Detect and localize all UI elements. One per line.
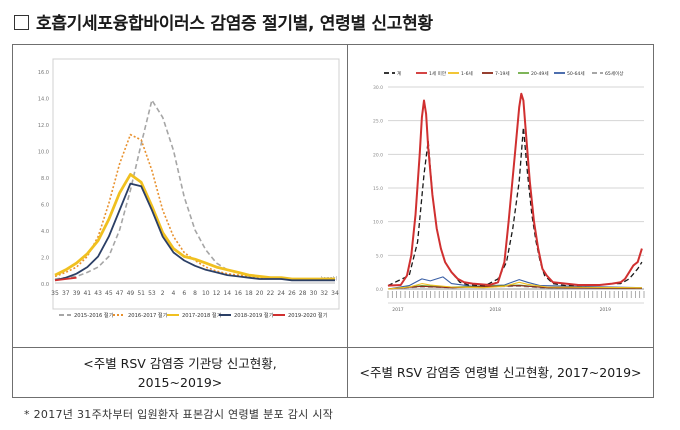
left-y-tick-label: 16.0	[38, 70, 49, 76]
left-legend-label: 2019-2020 절기	[288, 311, 328, 319]
left-y-tick-label: 6.0	[41, 203, 49, 209]
left-caption-line1: <주별 RSV 감염증 기관당 신고현황,	[83, 355, 277, 371]
right-legend-label: 1세 미만	[429, 70, 447, 77]
right-y-tick-label: 5.0	[376, 253, 383, 259]
left-x-tick-label: 10	[202, 290, 210, 297]
left-series-line-3	[54, 172, 335, 281]
left-x-tick-label: 18	[245, 290, 253, 297]
right-line-chart: 30.0 25.0 20.0 15.0 10.0 5.0 0.0 2017 2018 2019 계 1…	[373, 70, 645, 313]
left-x-tick-label: 20	[256, 290, 264, 297]
left-chart-panel: 16.0 14.0 12.0 10.0 8.0 6.0 4.0 2.0 0.0 35 37 39 41 4…	[13, 45, 347, 347]
left-x-tick-label: 28	[299, 290, 307, 297]
right-legend-label: 20-49세	[531, 70, 549, 77]
left-x-tick-label: 14	[223, 290, 231, 297]
left-legend-label: 2017-2018 절기	[182, 311, 222, 319]
left-y-tick-label: 0.0	[41, 282, 49, 288]
checkbox-square-icon	[14, 15, 29, 30]
right-y-tick-label: 15.0	[373, 186, 383, 192]
right-series-line-2	[387, 92, 643, 287]
right-series-line-6	[387, 276, 642, 290]
left-caption-line2: 2015~2019>	[137, 374, 223, 390]
right-y-tick-label: 10.0	[373, 220, 383, 226]
left-x-tick-label: 16	[234, 290, 242, 297]
right-caption: <주별 RSV 감염증 연령별 신고현황, 2017~2019>	[348, 348, 653, 397]
right-series-line-3	[387, 281, 642, 290]
right-legend-label: 7-19세	[495, 70, 510, 77]
left-x-tick-label: 32	[320, 290, 328, 297]
section-title: 호흡기세포융합바이러스 감염증 절기별, 연령별 신고현황	[36, 14, 433, 34]
left-x-tick-label: 49	[127, 290, 135, 297]
left-caption: <주별 RSV 감염증 기관당 신고현황, 2015~2019>	[13, 348, 347, 397]
left-y-tick-label: 10.0	[38, 150, 49, 156]
left-y-tick-label: 14.0	[38, 97, 49, 103]
left-y-tick-label: 4.0	[41, 229, 49, 235]
right-legend-label: 계	[397, 70, 401, 77]
left-x-tick-label: 22	[267, 290, 275, 297]
left-y-tick-label: 12.0	[38, 123, 49, 129]
left-x-tick-label: 6	[182, 290, 186, 297]
left-series-line-2	[54, 133, 335, 280]
left-legend-label: 2018-2019 절기	[234, 311, 274, 319]
right-y-tick-label: 0.0	[376, 287, 383, 293]
left-x-tick-label: 26	[288, 290, 296, 297]
left-x-tick-label: 4	[172, 290, 176, 297]
left-x-tick-label: 8	[193, 290, 197, 297]
left-series-line-5	[54, 276, 77, 282]
right-year-label: 2017	[392, 307, 404, 313]
right-legend-label: 1-6세	[461, 70, 473, 77]
left-x-tick-label: 12	[213, 290, 221, 297]
left-x-tick-label: 37	[62, 290, 70, 297]
figure-table: 16.0 14.0 12.0 10.0 8.0 6.0 4.0 2.0 0.0 35 37 39 41 4…	[12, 44, 654, 398]
right-chart-panel: 30.0 25.0 20.0 15.0 10.0 5.0 0.0 2017 2018 2019 계 1…	[348, 45, 653, 347]
left-plot-area	[52, 58, 340, 310]
left-x-tick-label: 47	[116, 290, 124, 297]
left-legend-label: 2015-2016 절기	[74, 311, 114, 319]
left-y-tick-label: 8.0	[41, 176, 49, 182]
left-x-tick-label: 53	[148, 290, 156, 297]
right-y-tick-label: 25.0	[373, 119, 383, 125]
left-x-tick-label: 51	[137, 290, 145, 297]
table-divider-horizontal	[13, 347, 653, 348]
right-legend-label: 65세이상	[605, 70, 624, 77]
left-x-tick-label: 41	[83, 290, 91, 297]
left-x-tick-label: 24	[277, 290, 285, 297]
left-x-tick-label: 43	[94, 290, 102, 297]
right-y-tick-label: 30.0	[373, 85, 383, 91]
right-caption-text: <주별 RSV 감염증 연령별 신고현황, 2017~2019>	[359, 365, 642, 380]
left-legend-label: 2016-2017 절기	[128, 311, 168, 319]
right-series-line-4	[387, 285, 642, 290]
left-line-chart: 16.014.012.010.08.06.04.02.00.035 37 39 41 4…	[38, 58, 340, 319]
right-y-tick-label: 20.0	[373, 152, 383, 158]
left-x-tick-label: 45	[105, 290, 113, 297]
footnote: * 2017년 31주차부터 입원환자 표본감시 연령별 분포 감시 시작	[24, 408, 334, 421]
right-legend-label: 50-64세	[567, 70, 585, 77]
left-x-tick-label: 39	[73, 290, 81, 297]
right-year-label: 2019	[600, 307, 612, 313]
left-x-tick-label: 35	[51, 290, 59, 297]
table-divider-vertical	[347, 45, 348, 397]
right-year-label: 2018	[490, 307, 502, 313]
left-series-line-4	[54, 182, 335, 282]
section-heading: 호흡기세포융합바이러스 감염증 절기별, 연령별 신고현황	[14, 9, 433, 34]
left-x-tick-label: 34	[331, 290, 339, 297]
left-y-tick-label: 2.0	[41, 256, 49, 262]
left-x-tick-label: 30	[310, 290, 318, 297]
left-x-tick-label: 2	[161, 290, 165, 297]
